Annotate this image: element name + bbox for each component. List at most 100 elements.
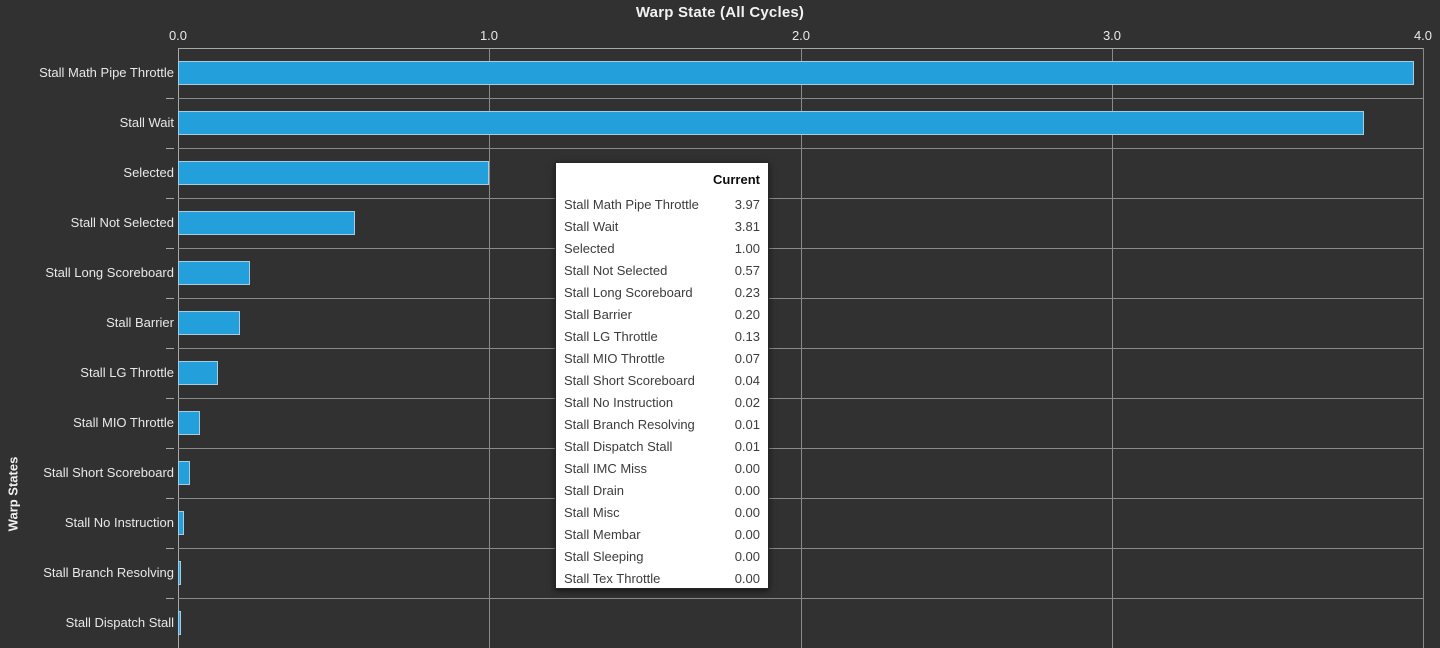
- bar-stall-dispatch-stall[interactable]: [178, 611, 181, 635]
- tooltip-row: Stall Math Pipe Throttle 3.97: [564, 193, 760, 215]
- x-gridline: [1423, 48, 1424, 648]
- tooltip-row-value: 0.02: [734, 394, 760, 410]
- tooltip-row-value: 0.07: [734, 350, 760, 366]
- category-label: Stall LG Throttle: [80, 365, 174, 380]
- tooltip-row-value: 0.01: [734, 416, 760, 432]
- tooltip-row: Stall Sleeping 0.00: [564, 545, 760, 567]
- plot-area: [178, 48, 1424, 648]
- hover-tooltip: Current Stall Math Pipe Throttle 3.97 Stal…: [555, 162, 769, 589]
- category-label: Stall No Instruction: [64, 515, 174, 530]
- tooltip-row-value: 1.00: [734, 240, 760, 256]
- bar-stall-long-scoreboard[interactable]: [178, 261, 250, 285]
- tooltip-row: Stall Long Scoreboard 0.23: [564, 281, 760, 303]
- category-label: Stall Short Scoreboard: [43, 465, 174, 480]
- tooltip-row: Selected 1.00: [564, 237, 760, 259]
- tooltip-row: Stall Branch Resolving 0.01: [564, 413, 760, 435]
- y-tick-mark: [166, 298, 174, 299]
- row-separator: [178, 398, 1423, 399]
- category-label: Selected: [123, 165, 174, 180]
- row-separator: [178, 348, 1423, 349]
- y-tick-mark: [166, 448, 174, 449]
- tooltip-row-label: Stall Branch Resolving: [564, 416, 695, 432]
- tooltip-row: Stall Barrier 0.20: [564, 303, 760, 325]
- tooltip-row-label: Stall Not Selected: [564, 262, 668, 278]
- tooltip-row: Stall Wait 3.81: [564, 215, 760, 237]
- y-tick-mark: [166, 398, 174, 399]
- row-separator: [178, 448, 1423, 449]
- bar-stall-short-scoreboard[interactable]: [178, 461, 190, 485]
- category-label: Stall MIO Throttle: [73, 415, 174, 430]
- bar-stall-lg-throttle[interactable]: [178, 361, 218, 385]
- tooltip-row-value: 0.00: [734, 570, 760, 586]
- tooltip-row-label: Selected: [564, 240, 615, 256]
- category-label: Stall Branch Resolving: [43, 565, 174, 580]
- bar-stall-branch-resolving[interactable]: [178, 561, 181, 585]
- y-tick-mark: [166, 548, 174, 549]
- tooltip-row-value: 3.97: [734, 196, 760, 212]
- tooltip-row-value: 0.00: [734, 482, 760, 498]
- tooltip-row: Stall IMC Miss 0.00: [564, 457, 760, 479]
- x-tick-label: 3.0: [1102, 28, 1122, 43]
- x-tick-label: 4.0: [1413, 28, 1433, 43]
- row-separator: [178, 498, 1423, 499]
- tooltip-row-value: 0.23: [734, 284, 760, 300]
- tooltip-row: Stall Dispatch Stall 0.01: [564, 435, 760, 457]
- tooltip-row: Stall No Instruction 0.02: [564, 391, 760, 413]
- category-label: Stall Barrier: [106, 315, 174, 330]
- row-separator: [178, 598, 1423, 599]
- tooltip-row: Stall Short Scoreboard 0.04: [564, 369, 760, 391]
- tooltip-row-value: 0.20: [734, 306, 760, 322]
- tooltip-header: Current: [713, 172, 760, 187]
- bar-stall-barrier[interactable]: [178, 311, 240, 335]
- x-tick-label: 1.0: [479, 28, 499, 43]
- tooltip-row: Stall Tex Throttle 0.00: [564, 567, 760, 589]
- category-label: Stall Not Selected: [70, 215, 174, 230]
- tooltip-row-value: 0.00: [734, 460, 760, 476]
- tooltip-row: Stall Not Selected 0.57: [564, 259, 760, 281]
- category-label: Stall Wait: [119, 115, 174, 130]
- tooltip-row-label: Stall Barrier: [564, 306, 632, 322]
- x-axis-line: [178, 48, 1423, 49]
- bar-stall-not-selected[interactable]: [178, 211, 355, 235]
- y-tick-mark: [166, 198, 174, 199]
- y-tick-mark: [166, 348, 174, 349]
- y-tick-mark: [166, 498, 174, 499]
- bar-stall-no-instruction[interactable]: [178, 511, 184, 535]
- bar-selected[interactable]: [178, 161, 489, 185]
- category-labels: Stall Math Pipe Throttle Stall Wait Select…: [0, 48, 174, 648]
- y-tick-mark: [166, 598, 174, 599]
- bar-stall-wait[interactable]: [178, 111, 1364, 135]
- y-tick-mark: [166, 98, 174, 99]
- bar-stall-math-pipe-throttle[interactable]: [178, 61, 1414, 85]
- tooltip-row-label: Stall Long Scoreboard: [564, 284, 693, 300]
- row-separator: [178, 548, 1423, 549]
- tooltip-row-label: Stall Membar: [564, 526, 641, 542]
- y-tick-mark: [166, 148, 174, 149]
- tooltip-row-label: Stall Misc: [564, 504, 620, 520]
- category-label: Stall Dispatch Stall: [65, 615, 174, 630]
- tooltip-row-value: 0.04: [734, 372, 760, 388]
- row-separator: [178, 248, 1423, 249]
- tooltip-row-label: Stall Wait: [564, 218, 619, 234]
- tooltip-row-label: Stall Sleeping: [564, 548, 644, 564]
- tooltip-row-label: Stall Math Pipe Throttle: [564, 196, 699, 212]
- y-tick-mark: [166, 248, 174, 249]
- bar-stall-mio-throttle[interactable]: [178, 411, 200, 435]
- tooltip-row-label: Stall IMC Miss: [564, 460, 648, 476]
- tooltip-row-value: 0.13: [734, 328, 760, 344]
- tooltip-row-label: Stall LG Throttle: [564, 328, 658, 344]
- tooltip-row-value: 0.57: [734, 262, 760, 278]
- tooltip-row: Stall LG Throttle 0.13: [564, 325, 760, 347]
- tooltip-rows: Stall Math Pipe Throttle 3.97 Stall Wait 3.…: [564, 193, 760, 589]
- x-tick-label: 0.0: [168, 28, 188, 43]
- category-label: Stall Long Scoreboard: [45, 265, 174, 280]
- tooltip-row-label: Stall Short Scoreboard: [564, 372, 695, 388]
- row-separator: [178, 198, 1423, 199]
- tooltip-row-label: Stall MIO Throttle: [564, 350, 665, 366]
- tooltip-row-value: 0.01: [734, 438, 760, 454]
- row-separator: [178, 298, 1423, 299]
- tooltip-row-value: 0.00: [734, 526, 760, 542]
- chart-title: Warp State (All Cycles): [635, 4, 805, 21]
- tooltip-row-label: Stall Drain: [564, 482, 624, 498]
